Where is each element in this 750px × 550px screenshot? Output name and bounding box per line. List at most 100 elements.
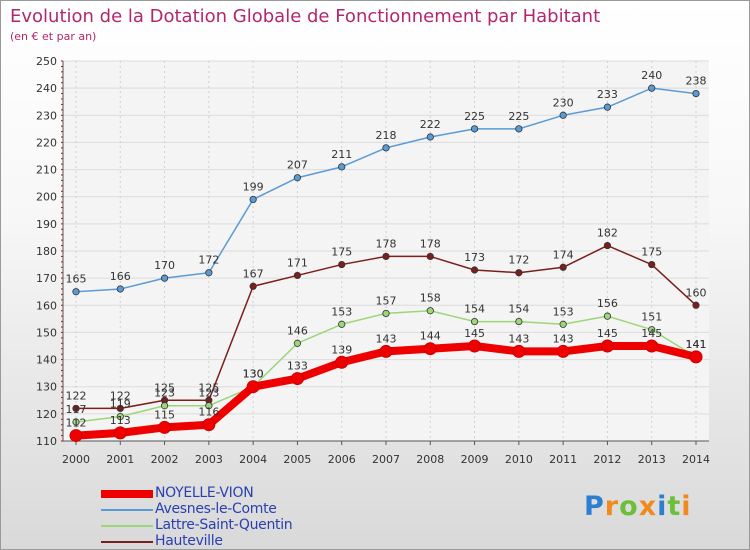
logo-letter: r — [604, 491, 620, 522]
data-label-lattre-saint-quentin: 146 — [287, 324, 308, 337]
data-point-avesnes-le-comte — [116, 285, 124, 293]
data-label-noyelle-vion: 145 — [464, 327, 485, 340]
legend-label: Avesnes-le-Comte — [155, 501, 277, 517]
y-tick-label: 150 — [36, 326, 57, 339]
data-point-avesnes-le-comte — [603, 103, 612, 111]
data-label-avesnes-le-comte: 240 — [641, 69, 662, 82]
data-label-avesnes-le-comte: 225 — [464, 110, 485, 123]
y-tick-label: 160 — [36, 299, 57, 312]
data-label-hauteville: 173 — [464, 251, 485, 264]
data-label-noyelle-vion: 139 — [331, 343, 352, 356]
data-point-hauteville — [515, 269, 523, 277]
legend-label: Hauteville — [155, 533, 223, 549]
logo-letter: o — [619, 491, 639, 522]
data-point-lattre-saint-quentin — [293, 339, 302, 347]
data-point-avesnes-le-comte — [293, 174, 302, 182]
y-tick-label: 170 — [36, 272, 57, 285]
data-point-hauteville — [72, 404, 80, 413]
x-tick-label: 2008 — [416, 453, 444, 466]
data-label-avesnes-le-comte: 166 — [110, 270, 131, 283]
x-tick-label: 2012 — [593, 453, 621, 466]
x-tick-label: 2014 — [682, 453, 710, 466]
x-tick-label: 2009 — [461, 453, 489, 466]
data-point-lattre-saint-quentin — [603, 312, 612, 320]
data-point-lattre-saint-quentin — [515, 317, 523, 326]
x-tick-label: 2000 — [62, 453, 90, 466]
legend-item-avesnes-le-comte[interactable]: Avesnes-le-Comte — [101, 501, 401, 518]
data-point-hauteville — [692, 301, 700, 309]
data-label-hauteville: 174 — [553, 248, 574, 261]
data-label-noyelle-vion: 144 — [420, 330, 441, 343]
legend-item-lattre-saint-quentin[interactable]: Lattre-Saint-Quentin — [101, 517, 401, 534]
legend-item-noyelle-vion[interactable]: NOYELLE-VION — [101, 485, 401, 502]
data-point-lattre-saint-quentin — [116, 412, 124, 421]
proxiti-logo[interactable]: Proxiti — [584, 491, 692, 522]
y-tick-label: 120 — [36, 408, 57, 421]
chart-title: Evolution de la Dotation Globale de Fonc… — [10, 6, 601, 27]
data-label-hauteville: 160 — [686, 286, 707, 299]
data-point-avesnes-le-comte — [72, 288, 80, 296]
data-point-lattre-saint-quentin — [426, 307, 434, 315]
data-point-lattre-saint-quentin — [72, 418, 80, 426]
data-label-noyelle-vion: 133 — [287, 360, 308, 373]
logo-letter: P — [584, 491, 605, 522]
data-point-noyelle-vion — [379, 344, 393, 358]
data-point-noyelle-vion — [423, 342, 437, 356]
data-label-avesnes-le-comte: 207 — [287, 159, 308, 172]
data-point-avesnes-le-comte — [205, 269, 213, 277]
data-point-lattre-saint-quentin — [382, 309, 390, 318]
legend-swatch — [101, 541, 153, 543]
chart-subtitle: (en € et par an) — [10, 30, 97, 43]
data-point-noyelle-vion — [512, 344, 526, 358]
data-label-noyelle-vion: 145 — [597, 327, 618, 340]
data-label-lattre-saint-quentin: 157 — [376, 294, 397, 307]
y-tick-label: 130 — [36, 381, 57, 394]
data-label-noyelle-vion: 130 — [243, 368, 264, 381]
data-label-lattre-saint-quentin: 158 — [420, 292, 441, 305]
data-point-avesnes-le-comte — [559, 111, 567, 119]
y-tick-label: 230 — [36, 109, 57, 122]
data-label-lattre-saint-quentin: 130 — [243, 368, 264, 381]
y-tick-label: 180 — [36, 245, 57, 258]
data-label-hauteville: 167 — [243, 267, 264, 280]
data-point-hauteville — [116, 404, 124, 413]
data-point-noyelle-vion — [335, 355, 349, 369]
data-point-noyelle-vion — [290, 372, 304, 386]
data-point-hauteville — [559, 263, 567, 271]
data-point-avesnes-le-comte — [648, 84, 656, 92]
data-label-lattre-saint-quentin: 151 — [641, 311, 662, 324]
data-point-avesnes-le-comte — [249, 195, 257, 204]
data-label-hauteville: 125 — [198, 381, 219, 394]
data-point-hauteville — [382, 252, 390, 261]
data-label-hauteville: 182 — [597, 227, 618, 240]
x-tick-label: 2003 — [195, 453, 223, 466]
data-label-lattre-saint-quentin: 153 — [553, 305, 574, 318]
data-point-hauteville — [648, 260, 656, 269]
data-point-avesnes-le-comte — [515, 125, 523, 133]
data-label-avesnes-le-comte: 225 — [508, 110, 529, 123]
x-tick-label: 2001 — [106, 453, 134, 466]
legend-item-hauteville[interactable]: Hauteville — [101, 533, 401, 550]
data-label-noyelle-vion: 116 — [198, 406, 219, 419]
data-point-hauteville — [338, 260, 346, 269]
data-point-noyelle-vion — [468, 339, 482, 353]
logo-letter: i — [681, 491, 692, 522]
data-point-noyelle-vion — [246, 380, 260, 394]
data-label-noyelle-vion: 112 — [66, 417, 87, 430]
data-point-hauteville — [249, 282, 257, 290]
x-tick-label: 2011 — [549, 453, 577, 466]
data-point-noyelle-vion — [556, 344, 570, 358]
x-tick-label: 2004 — [239, 453, 267, 466]
data-label-noyelle-vion: 145 — [641, 327, 662, 340]
data-point-noyelle-vion — [69, 429, 83, 443]
data-label-lattre-saint-quentin: 141 — [686, 338, 707, 351]
data-point-avesnes-le-comte — [426, 133, 434, 141]
data-point-hauteville — [426, 252, 434, 261]
data-label-avesnes-le-comte: 218 — [376, 129, 397, 142]
data-label-hauteville: 178 — [420, 237, 441, 250]
data-point-lattre-saint-quentin — [648, 326, 656, 334]
data-point-hauteville — [603, 241, 612, 250]
data-label-lattre-saint-quentin: 119 — [110, 398, 131, 411]
